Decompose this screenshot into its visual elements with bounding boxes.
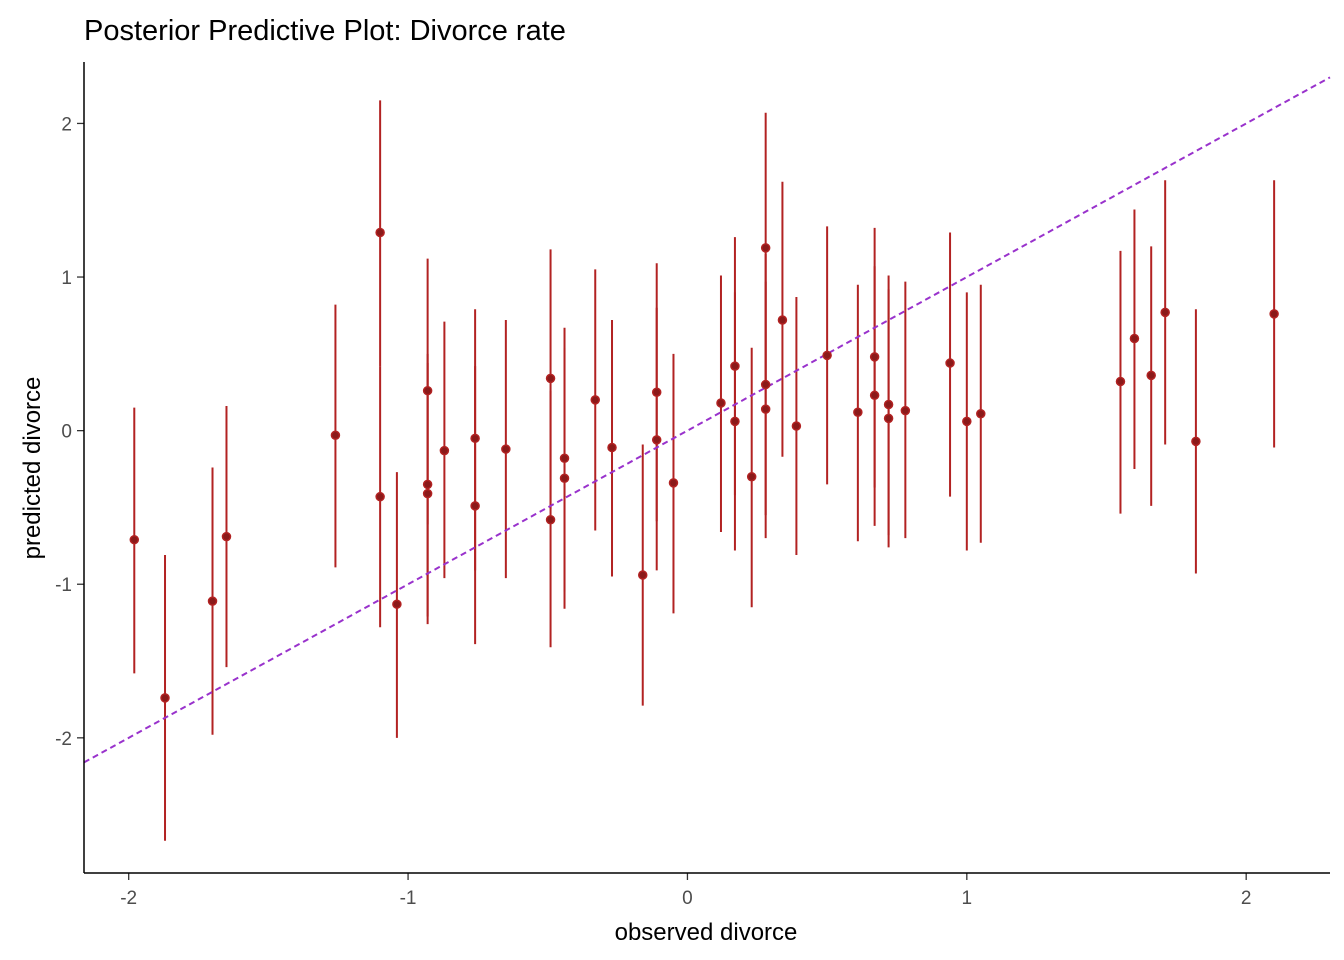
data-point [869,352,880,362]
data-point [1146,370,1156,381]
data-point [883,399,894,410]
data-point [375,227,385,238]
data-point [822,350,832,361]
data-point [1191,436,1201,447]
data-point [129,534,140,545]
data-point [945,358,955,368]
data-point [651,435,662,445]
data-point [470,433,480,444]
data-point [501,444,511,454]
data-point [668,478,679,488]
data-point [760,379,771,390]
data-point [869,390,880,401]
data-point [900,405,911,416]
y-tick-label: 2 [61,114,72,135]
data-point [716,398,726,408]
data-point [160,693,170,703]
x-tick-label: 0 [682,888,693,909]
data-point [545,514,556,525]
data-point [760,404,771,414]
data-point [730,361,740,371]
x-tick-label: 2 [1241,888,1252,909]
data-point [330,430,341,440]
data-point [545,373,556,384]
x-axis-ticks: -2 -1 0 1 2 [120,873,1251,909]
data-point [760,243,771,253]
data-point [853,407,863,417]
data-point [1129,333,1140,344]
data-points [129,227,1279,703]
y-axis-ticks: -2 -1 0 1 2 [55,114,84,750]
y-tick-label: 1 [61,268,72,289]
data-point [375,491,385,502]
prediction-intervals [133,100,1276,841]
x-tick-label: 1 [962,888,973,909]
data-point [221,531,232,542]
data-point [422,385,433,396]
data-point [590,395,601,405]
data-point [1115,376,1126,387]
data-point [730,416,740,427]
data-point [883,413,894,424]
data-point [392,599,402,609]
data-point [559,453,570,464]
data-point [777,315,788,325]
data-point [746,471,757,482]
chart-title: Posterior Predictive Plot: Divorce rate [84,15,566,47]
x-axis-title: observed divorce [615,919,798,946]
data-point [559,473,570,484]
identity-reference-line [83,76,1331,764]
y-tick-label: -2 [55,729,72,750]
x-tick-label: -2 [120,888,137,909]
y-tick-label: 0 [61,422,72,443]
data-point [1269,309,1279,319]
data-point [422,479,433,490]
data-point [651,387,662,397]
data-point [962,416,972,427]
y-tick-label: -1 [55,575,72,596]
data-point [1160,307,1170,318]
data-point [470,501,480,511]
data-point [439,445,450,456]
data-point [976,408,986,419]
y-axis-title: predicted divorce [19,377,46,560]
x-tick-label: -1 [400,888,417,909]
data-point [422,488,433,499]
data-point [791,421,802,431]
data-point [637,570,648,580]
data-point [607,442,617,453]
data-point [207,596,218,606]
